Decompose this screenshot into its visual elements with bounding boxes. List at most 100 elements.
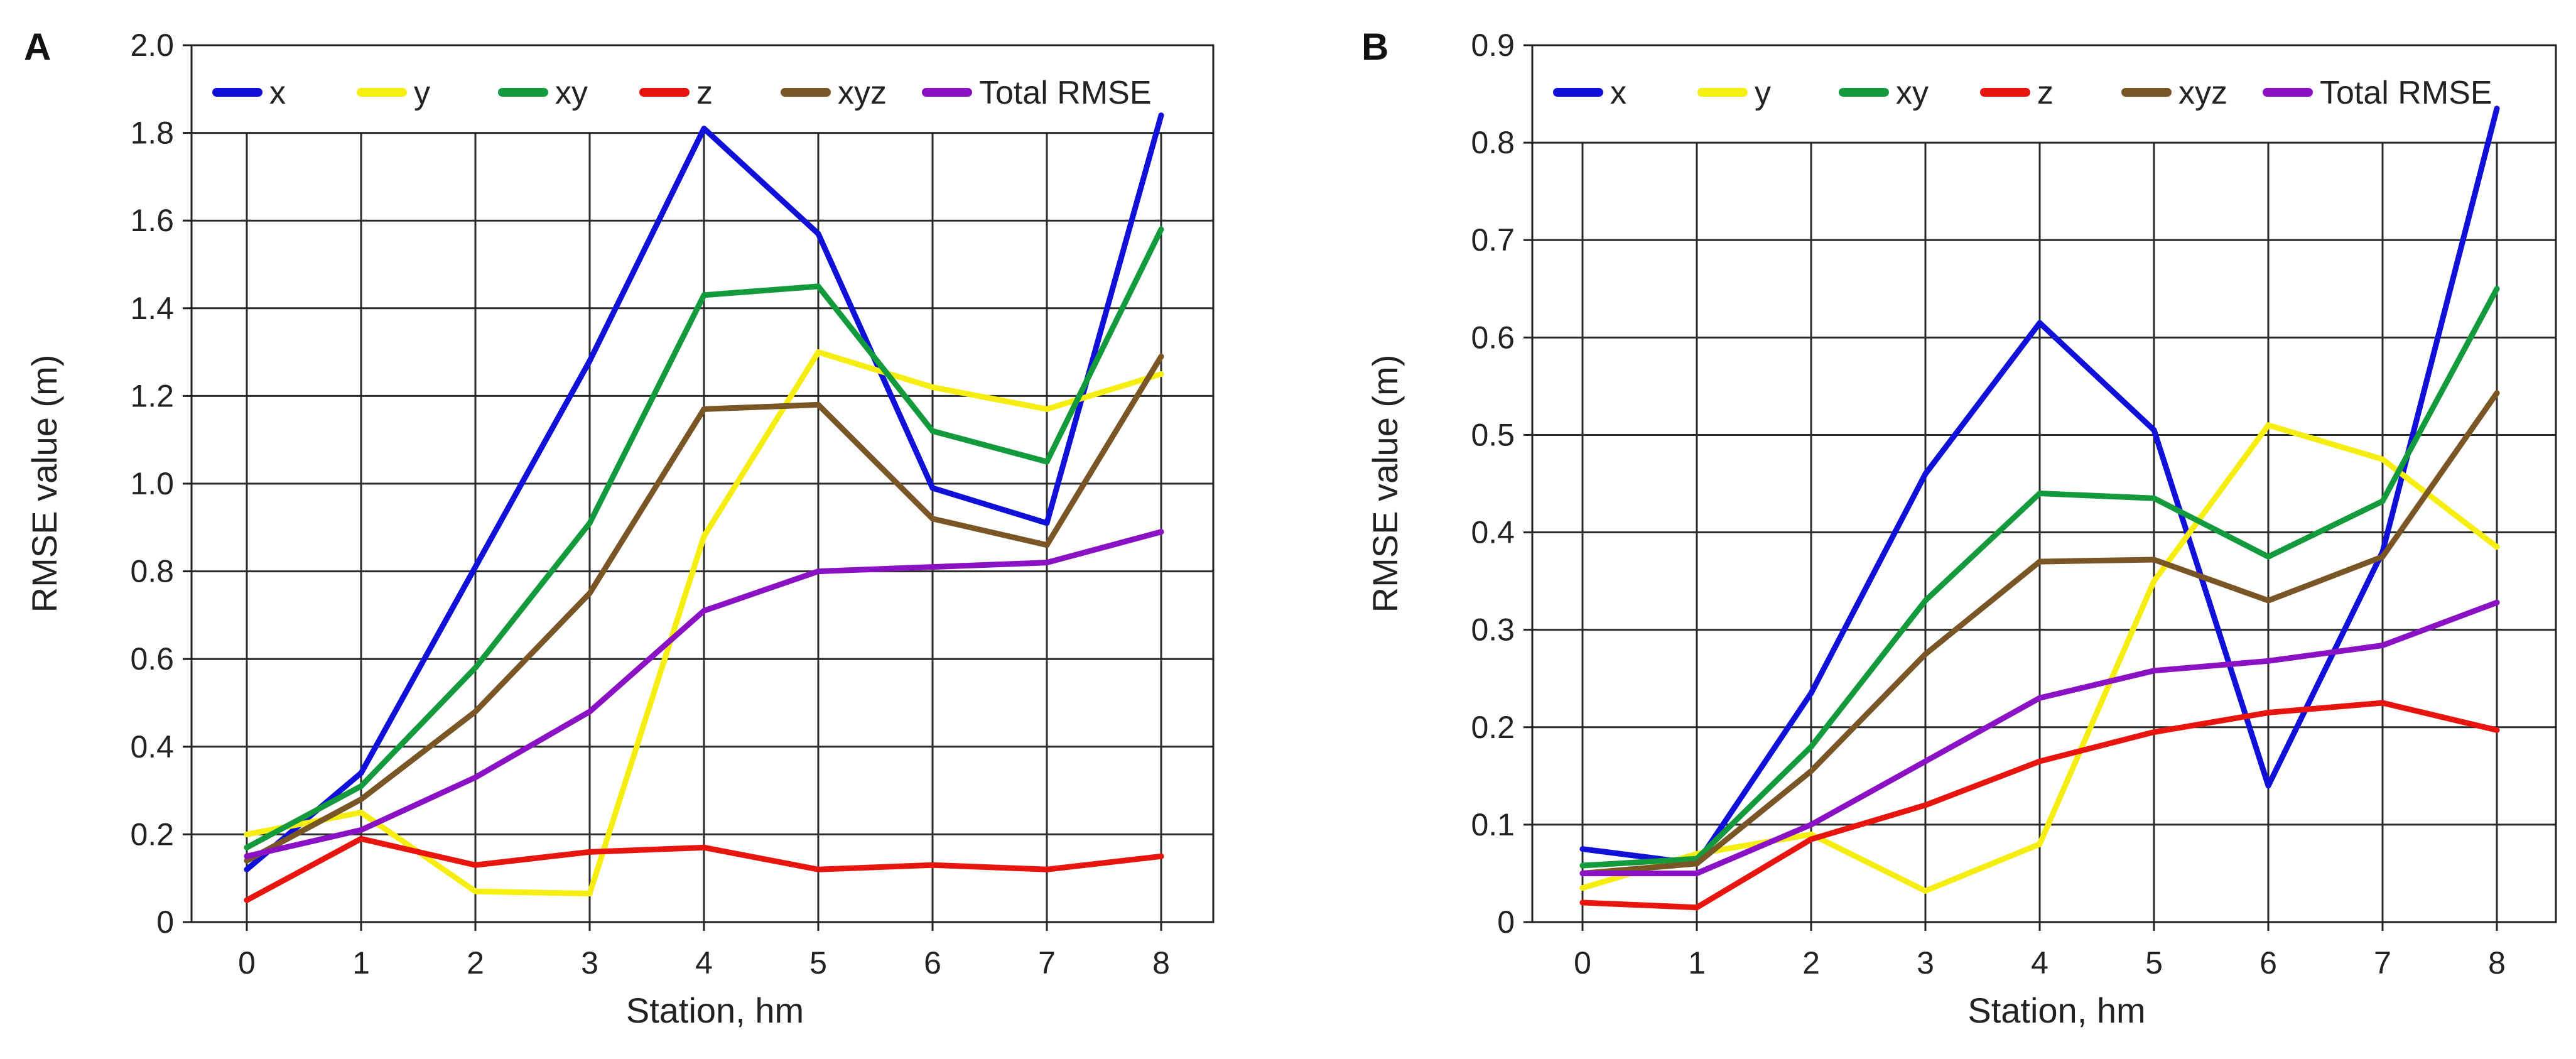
data-point	[1044, 866, 1050, 872]
data-point	[2494, 286, 2500, 292]
data-point	[1158, 354, 1164, 360]
data-point	[2037, 320, 2043, 326]
data-point	[701, 607, 707, 614]
data-point	[2265, 597, 2271, 604]
legend: x y xy z xyz Total RMSE	[212, 75, 1152, 111]
data-point	[2494, 106, 2500, 112]
data-point	[587, 891, 593, 897]
data-point	[1808, 836, 1814, 842]
legend-label: x	[269, 75, 286, 111]
data-point	[701, 292, 707, 298]
y-tick-label: 0.2	[130, 817, 174, 852]
data-point	[815, 283, 821, 290]
y-tick-label: 0.9	[1471, 28, 1515, 63]
x-tick-label: 4	[2031, 945, 2048, 980]
data-point	[2151, 578, 2157, 584]
data-point	[2037, 695, 2043, 701]
y-axis-ticks: 0 0.2 0.4 0.6 0.8 1.0 1.2 1.4 1.6 1.8 2.0	[130, 28, 192, 940]
data-point	[1922, 758, 1929, 764]
y-tick-label: 1.8	[130, 116, 174, 151]
legend-label: Total RMSE	[979, 75, 1152, 111]
y-tick-label: 0.1	[1471, 807, 1515, 842]
data-point	[1808, 768, 1814, 774]
data-point	[472, 862, 479, 868]
x-tick-label: 1	[352, 945, 370, 980]
data-point	[2379, 498, 2386, 504]
data-point	[2379, 700, 2386, 706]
x-tick-label: 3	[1917, 945, 1934, 980]
data-point	[2265, 710, 2271, 716]
data-point	[1044, 542, 1050, 548]
grid-lines	[1532, 141, 2556, 922]
data-point	[2151, 557, 2157, 563]
data-point	[2265, 783, 2271, 789]
y-tick-label: 0.4	[130, 729, 174, 764]
y-tick-label: 0.8	[130, 554, 174, 589]
data-point	[929, 384, 936, 390]
data-point	[1158, 112, 1164, 119]
x-tick-label: 6	[2259, 945, 2277, 980]
data-point	[2151, 729, 2157, 736]
x-axis-ticks: 0 1 2 3 4 5 6 7 8	[1574, 922, 2506, 980]
x-axis-label: Station, hm	[626, 991, 804, 1030]
data-point	[1694, 870, 1700, 876]
data-point	[1694, 904, 1700, 911]
data-point	[358, 827, 364, 833]
data-point	[1579, 870, 1586, 876]
x-tick-label: 7	[2374, 945, 2391, 980]
data-point	[1579, 899, 1586, 906]
data-point	[244, 831, 250, 837]
data-point	[701, 533, 707, 540]
data-point	[701, 406, 707, 412]
data-point	[2265, 422, 2271, 428]
y-tick-label: 1.2	[130, 378, 174, 413]
data-point	[1922, 470, 1929, 477]
y-tick-label: 0	[1497, 904, 1515, 940]
data-point	[1922, 651, 1929, 657]
data-point	[1808, 831, 1814, 837]
data-point	[815, 568, 821, 575]
data-point	[472, 564, 479, 570]
data-point	[2494, 599, 2500, 606]
legend-label: xy	[555, 75, 588, 111]
data-point	[587, 590, 593, 596]
y-tick-label: 2.0	[130, 28, 174, 63]
data-point	[1158, 529, 1164, 535]
data-point	[358, 783, 364, 790]
x-tick-label: 5	[809, 945, 827, 980]
x-tick-label: 6	[924, 945, 941, 980]
x-tick-label: 5	[2145, 945, 2163, 980]
data-point	[1808, 690, 1814, 696]
data-point	[472, 665, 479, 671]
data-point	[929, 428, 936, 434]
data-point	[701, 844, 707, 850]
data-point	[929, 862, 936, 868]
y-tick-label: 1.4	[130, 291, 174, 326]
data-point	[2151, 495, 2157, 501]
x-tick-label: 8	[1152, 945, 1170, 980]
data-point	[244, 866, 250, 872]
data-point	[1044, 459, 1050, 465]
legend-label: xy	[1896, 75, 1929, 111]
data-point	[358, 796, 364, 803]
data-point	[244, 897, 250, 903]
data-point	[1579, 885, 1586, 891]
data-point	[472, 774, 479, 781]
x-tick-label: 4	[695, 945, 713, 980]
data-point	[2494, 544, 2500, 550]
x-tick-label: 3	[581, 945, 598, 980]
data-point	[1694, 861, 1700, 867]
data-point	[1158, 226, 1164, 232]
data-point	[1922, 802, 1929, 808]
data-point	[472, 888, 479, 894]
data-point	[2494, 390, 2500, 396]
chart-panel-b: B 0 0.1 0.2 0.3 0.4 0.5 0.6 0.7 0.8 0.9 0 1 2 3 4 5 6 7 8…	[1361, 26, 2557, 1030]
y-tick-label: 0.8	[1471, 125, 1515, 160]
panel-label-a: A	[24, 26, 51, 68]
data-point	[244, 844, 250, 850]
x-tick-label: 1	[1688, 945, 1706, 980]
x-tick-label: 2	[467, 945, 484, 980]
data-point	[2265, 658, 2271, 664]
y-axis-label: RMSE value (m)	[1365, 355, 1405, 613]
